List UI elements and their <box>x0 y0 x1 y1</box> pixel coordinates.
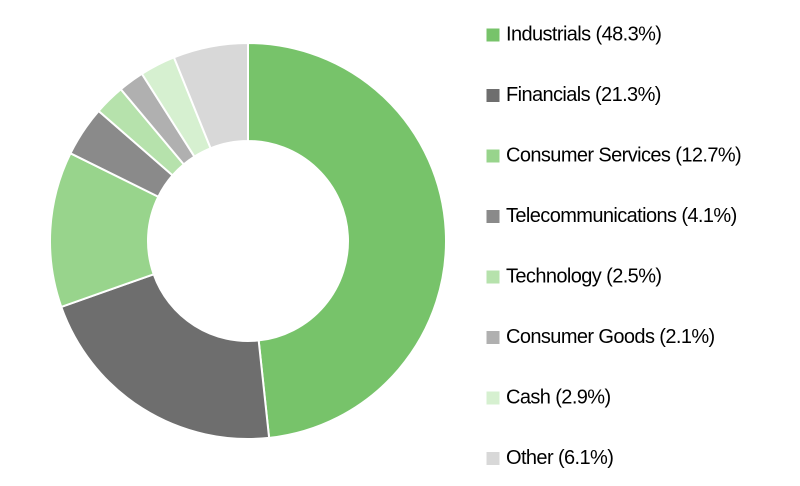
legend-swatch <box>485 330 501 345</box>
legend-label: Telecommunications (4.1%) <box>506 205 737 227</box>
legend-swatch <box>485 269 501 285</box>
legend-label: Consumer Services (12.7%) <box>506 144 741 166</box>
legend-label: Industrials (48.3%) <box>506 23 661 45</box>
legend-label: Other (6.1%) <box>506 447 613 469</box>
legend-swatch <box>485 451 501 466</box>
legend-label: Cash (2.9%) <box>506 386 611 408</box>
legend-label: Financials (21.3%) <box>506 84 661 106</box>
legend-label: Technology (2.5%) <box>506 265 661 287</box>
legend-swatch <box>485 148 501 164</box>
legend-swatch <box>485 390 501 406</box>
donut-segment <box>247 41 448 439</box>
donut-segment <box>60 273 271 440</box>
legend-label: Consumer Goods (2.1%) <box>506 326 715 348</box>
legend-swatch <box>485 88 501 103</box>
legend-swatch <box>485 209 501 224</box>
donut-segment <box>172 41 249 150</box>
legend-swatch <box>485 27 501 43</box>
